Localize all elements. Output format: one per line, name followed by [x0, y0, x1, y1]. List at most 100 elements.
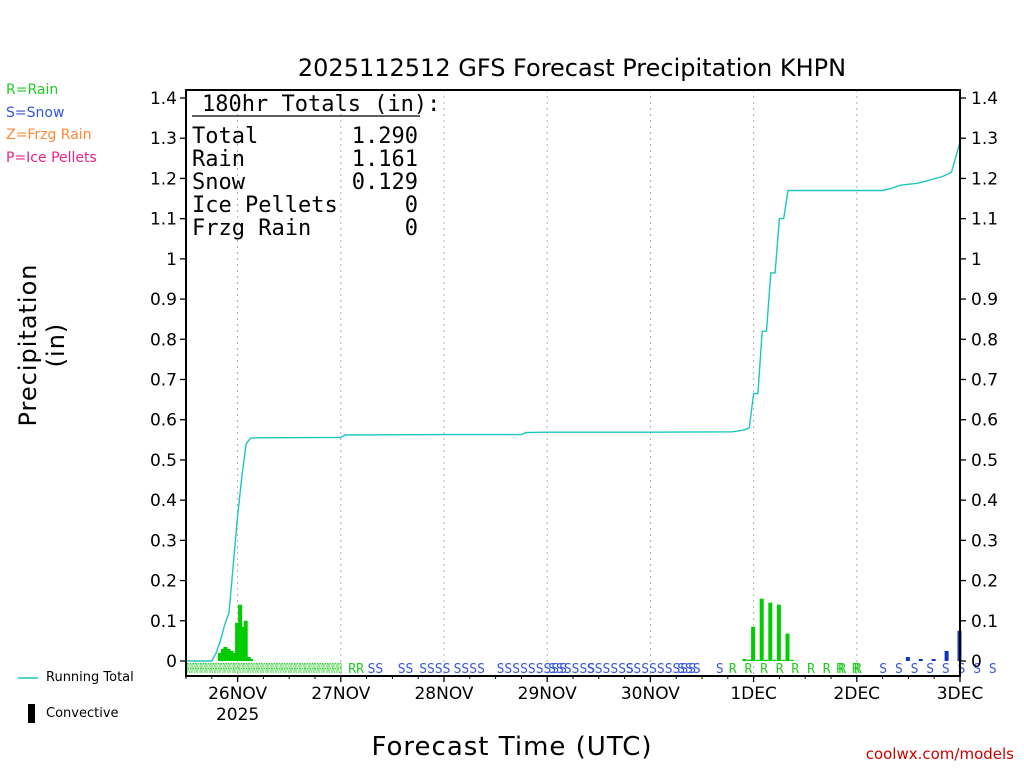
precip-bar: [235, 622, 240, 661]
precip-bar: [226, 648, 231, 661]
y-tick-label-left: 0.8: [150, 330, 177, 350]
running-total-key-label: Running Total: [46, 670, 134, 685]
precip-bar: [944, 650, 949, 661]
plot-frame: [185, 89, 961, 677]
y-tick-label-left: 0.7: [150, 371, 177, 391]
x-axis-label: Forecast Time (UTC): [371, 732, 653, 762]
precip-bar: [223, 646, 228, 661]
precip-bar: [789, 659, 794, 661]
x-tick-sublabel: 2025: [216, 705, 259, 725]
precip-bar: [755, 659, 760, 661]
convective-key-label: Convective: [46, 706, 119, 721]
precip-code: SSSSSSSSS: [626, 662, 696, 677]
grid-lines: [237, 90, 858, 676]
y-tick-label-left: 0.3: [150, 531, 177, 551]
legend-ice-pellets: P=Ice Pellets: [6, 150, 97, 166]
legend-rain: R=Rain: [6, 82, 59, 98]
y-tick-label-right: 0.2: [971, 572, 998, 592]
precip-code: SSS: [677, 662, 700, 677]
precip-bar: [243, 620, 248, 661]
precip-code: SSSSSS: [587, 662, 634, 677]
y-tick-label-left: 0.6: [150, 411, 177, 431]
y-tick-label-left: 0.1: [150, 612, 177, 632]
convective-key-swatch: [28, 704, 35, 723]
y-tick-label-right: 0.5: [971, 451, 998, 471]
precip-code: RR: [348, 662, 364, 677]
legend-freezing-rain: Z=Frzg Rain: [6, 127, 92, 143]
precip-bar: [759, 598, 764, 661]
precip-code: S S S S S S S S: [879, 662, 996, 677]
totals-row-label: Frzg Rain: [192, 216, 311, 241]
precip-bar: [246, 656, 251, 661]
precip-type-codes: RRRRRRRRRRRRRRRRRRRRRRRRRRRRRRRRRRRRRRRR…: [187, 662, 997, 677]
y-axis-ticks: 0 00.1 0.10.2 0.20.3 0.30.4 0.40.5 0.50.6 0.60.…: [150, 89, 998, 672]
x-tick-label: 27NOV: [311, 684, 370, 704]
totals-row-value: 0: [405, 216, 418, 241]
running-total-line: [186, 142, 961, 662]
y-tick-label-right: 1.1: [971, 210, 998, 230]
y-tick-label-right: 0.7: [971, 371, 998, 391]
precip-code: SSSS: [454, 662, 485, 677]
totals-box: 180hr Totals (in): Total 1.290 Rain 1.161 Sn…: [192, 92, 440, 241]
totals-row-label: Ice Pellets: [192, 193, 338, 218]
precip-bar: [931, 658, 936, 661]
precip-bar: [220, 648, 225, 661]
y-tick-label-right: 0.4: [971, 491, 998, 511]
precip-bar: [746, 659, 751, 661]
precip-code: S: [716, 662, 724, 677]
precip-bar: [905, 656, 910, 661]
y-tick-label-left: 1.4: [150, 89, 177, 109]
y-tick-label-right: 0.1: [971, 612, 998, 632]
precip-bar: [776, 604, 781, 661]
precip-bar: [232, 652, 237, 661]
precip-code: R R R R R R R R R: [729, 662, 862, 677]
precip-code: SS: [398, 662, 414, 677]
x-tick-label: 3DEC: [937, 684, 984, 704]
x-tick-label: 26NOV: [208, 684, 267, 704]
y-tick-label-left: 0: [166, 652, 177, 672]
y-tick-label-left: 0.5: [150, 451, 177, 471]
precip-bar: [785, 633, 790, 661]
y-tick-label-left: 0.4: [150, 491, 177, 511]
totals-row-value: 0.129: [352, 170, 418, 195]
x-tick-label: 2DEC: [834, 684, 881, 704]
y-tick-label-right: 1.3: [971, 129, 998, 149]
precip-bar: [249, 658, 254, 661]
totals-row-value: 1.290: [352, 124, 418, 149]
precip-code: SS: [368, 662, 384, 677]
precip-code: SSSSSSSSS: [497, 662, 567, 677]
precip-bar: [772, 659, 777, 661]
totals-row-label: Snow: [192, 170, 246, 195]
y-tick-label-right: 1.4: [971, 89, 998, 109]
precip-code: RRRRRRRRRRRRRRRRRRRRRRRRRRRRRRRRRRRRRRRR…: [187, 662, 342, 677]
precip-bars: [217, 598, 962, 661]
y-tick-label-left: 1.3: [150, 129, 177, 149]
precip-bar: [217, 652, 222, 661]
y-tick-label-right: 0.6: [971, 411, 998, 431]
precip-bar: [238, 604, 243, 661]
legend-snow: S=Snow: [6, 105, 65, 121]
y-tick-label-left: 0.9: [150, 290, 177, 310]
precip-bar: [764, 659, 768, 661]
y-tick-label-left: 0.2: [150, 572, 177, 592]
precip-bar: [918, 658, 923, 661]
precip-bar: [229, 650, 234, 661]
y-tick-label-right: 1.2: [971, 169, 998, 189]
y-tick-label-right: 0: [971, 652, 982, 672]
totals-row-label: Rain: [192, 147, 245, 172]
y-tick-label-left: 1.1: [150, 210, 177, 230]
x-tick-label: 30NOV: [621, 684, 680, 704]
precip-code: SSSSSS: [548, 662, 595, 677]
x-tick-label: 1DEC: [730, 684, 777, 704]
totals-row-value: 0: [405, 193, 418, 218]
y-tick-label-right: 0.9: [971, 290, 998, 310]
chart-title: 2025112512 GFS Forecast Precipitation KH…: [298, 54, 846, 82]
precip-bar: [240, 626, 245, 661]
x-tick-label: 29NOV: [518, 684, 577, 704]
footer-credit: coolwx.com/models: [865, 745, 1014, 763]
totals-header: 180hr Totals (in):: [202, 92, 440, 117]
precip-bar: [751, 626, 756, 661]
totals-row-label: Total: [192, 124, 258, 149]
